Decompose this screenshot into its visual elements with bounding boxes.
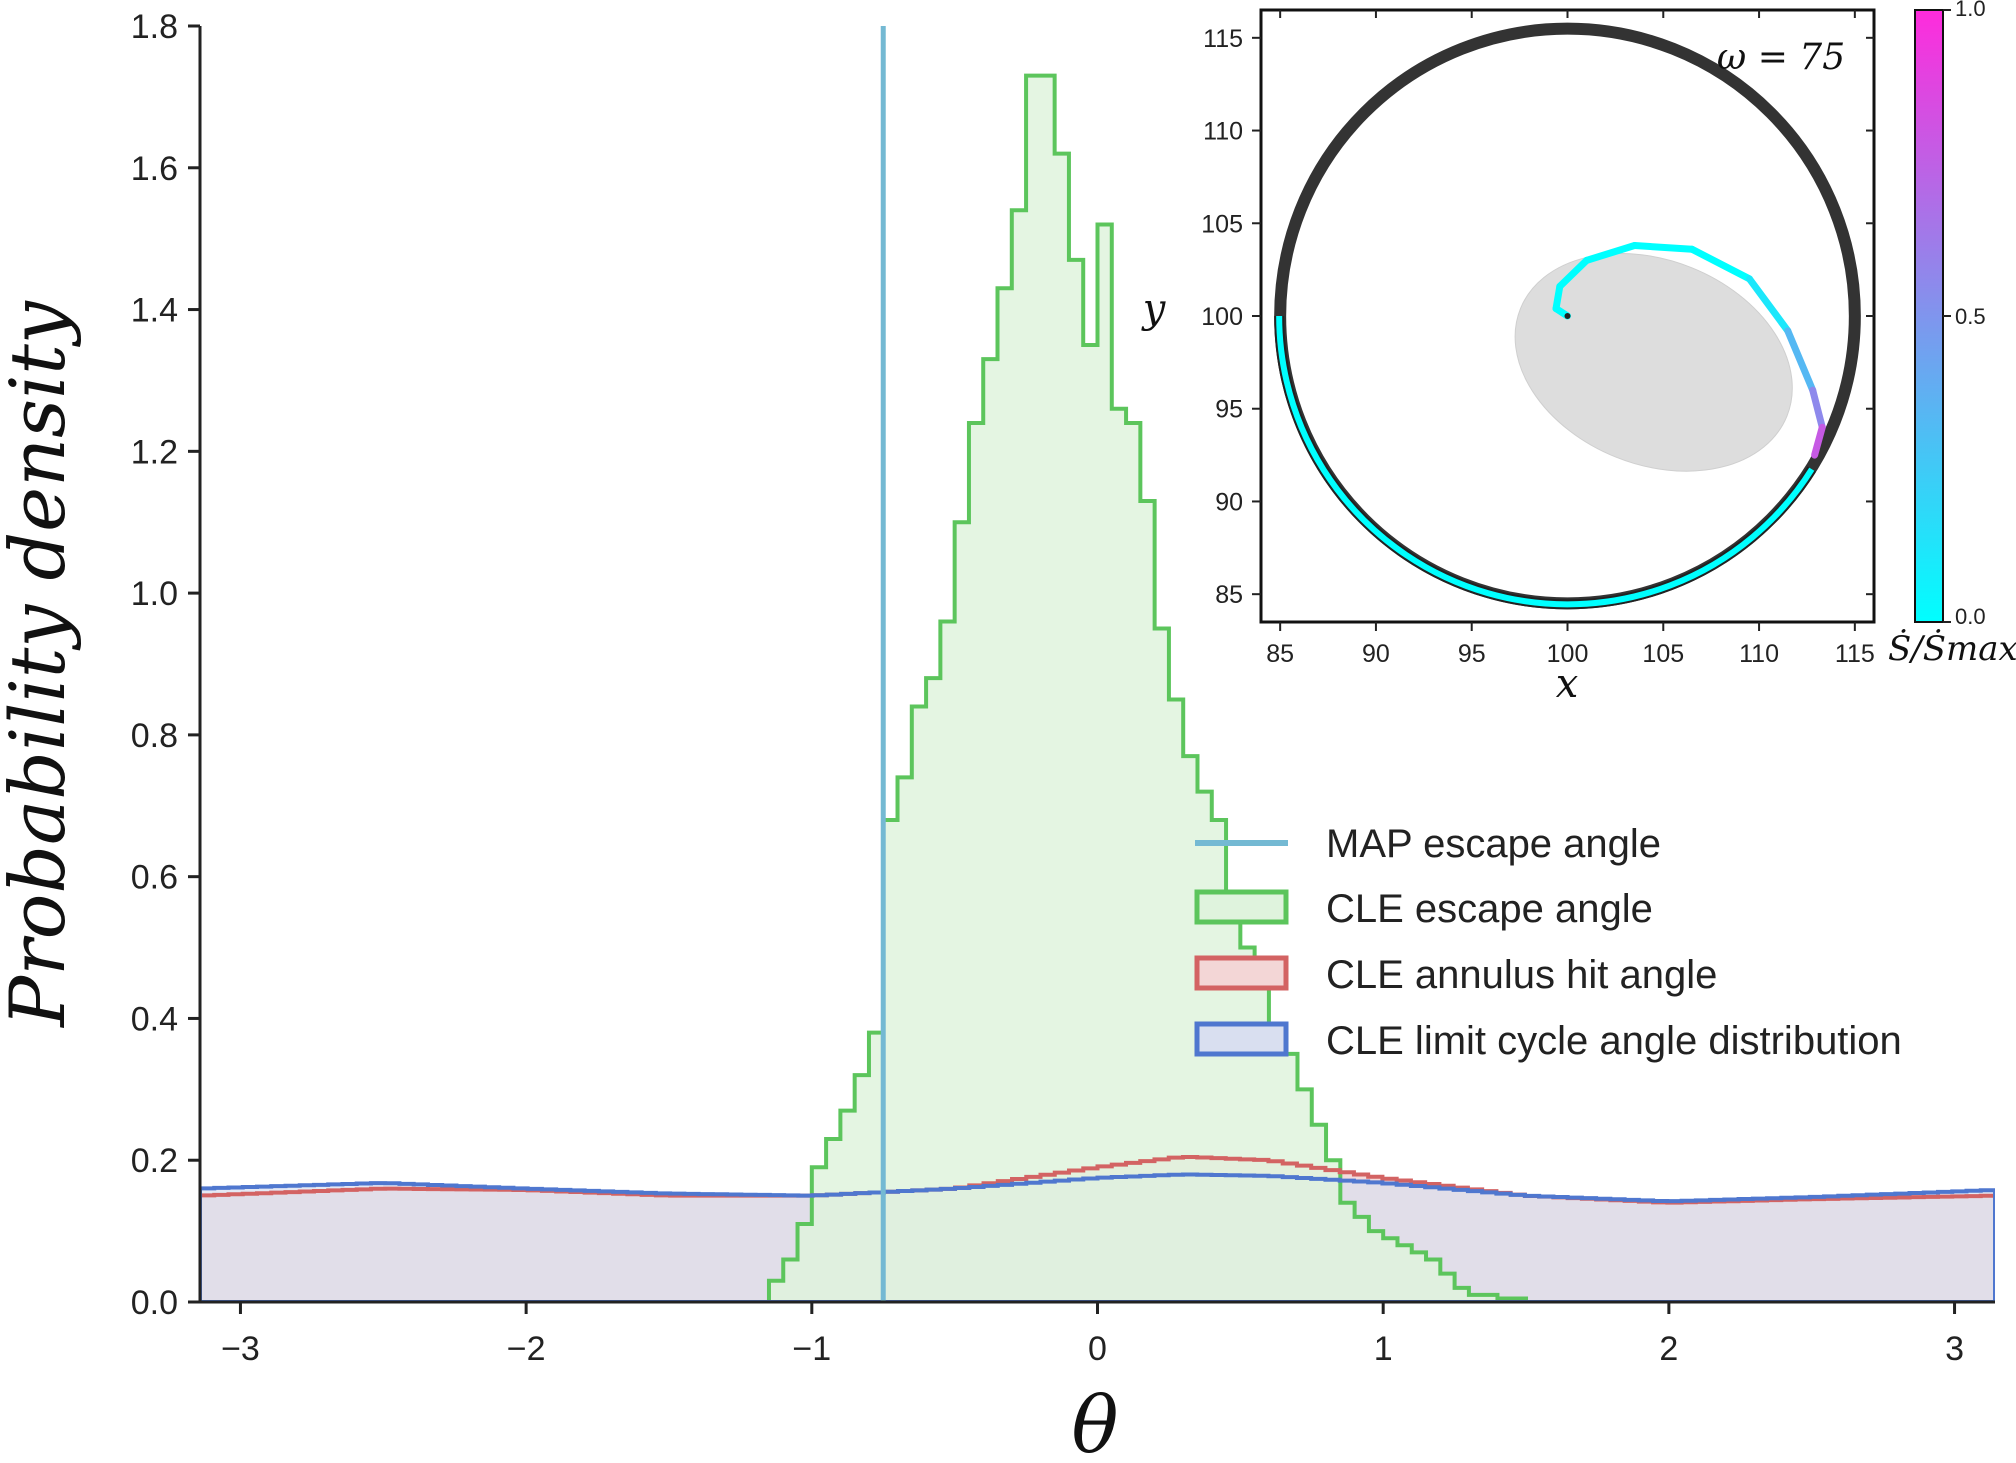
inset-phase-plot: 85 90 95 100 105 110 115 85 90 95 100 105 110 115 ω =… [1141, 0, 2016, 707]
x-tick-label: 2 [1659, 1330, 1678, 1368]
inset-y-axis-label: y [1141, 286, 1167, 332]
x-tick-label: 1 [1374, 1330, 1393, 1368]
escape-path-segment [1784, 327, 1817, 394]
main-plot-area [200, 26, 1995, 1302]
x-tick-label: −2 [507, 1330, 546, 1368]
y-tick-label: 1.6 [131, 150, 178, 188]
inset-x-axis-label: x [1556, 661, 1579, 707]
colorbar [1914, 9, 1944, 623]
limit-cycle-outline [200, 1172, 1995, 1302]
escape-path-segment [1552, 282, 1564, 313]
inset-y-tick-label: 110 [1203, 118, 1243, 146]
legend-swatch-cle-annulus-hit-angle [1194, 955, 1289, 991]
x-axis-label: θ [1072, 1381, 1119, 1463]
legend-label-map-escape-angle: MAP escape angle [1326, 822, 1661, 866]
main-histogram-chart: −3 −2 −1 0 1 2 3 0.0 0.2 0.4 0.6 0.8 1.0 1.2 1.4 1.6 1.8… [0, 8, 1995, 1463]
escape-path-segment [1688, 245, 1753, 283]
cyan-arc [1276, 315, 1815, 608]
y-tick-label: 1.0 [131, 575, 178, 613]
inset-x-tick-label: 105 [1642, 640, 1684, 668]
inset-y-tick-label: 95 [1215, 396, 1243, 424]
omega-annotation: ω = 75 [1717, 37, 1845, 78]
colorbar-tick-label: 0.0 [1955, 604, 1986, 629]
colorbar-ticks: 0.0 0.5 1.0 [1943, 0, 1986, 629]
inset-x-tick-label: 95 [1458, 640, 1486, 668]
legend-label-cle-limit-cycle: CLE limit cycle angle distribution [1326, 1019, 1902, 1063]
inset-x-tick-label: 85 [1266, 640, 1294, 668]
legend-swatch-cle-limit-cycle [1194, 1021, 1289, 1057]
inset-y-tick-label: 100 [1201, 303, 1243, 331]
colorbar-tick-label: 1.0 [1955, 0, 1986, 21]
legend-label-cle-escape-angle: CLE escape angle [1326, 887, 1653, 931]
inset-plot-area [1274, 22, 1861, 610]
y-tick-label: 1.8 [131, 8, 178, 46]
y-tick-label: 1.2 [131, 433, 178, 471]
escape-path-segment [1631, 242, 1696, 253]
inset-y-tick-label: 90 [1215, 488, 1243, 516]
main-ticks: −3 −2 −1 0 1 2 3 0.0 0.2 0.4 0.6 0.8 1.0 1.2 1.4 1.6 1.8 [131, 8, 1964, 1368]
inset-x-tick-label: 90 [1362, 640, 1390, 668]
y-tick-label: 0.2 [131, 1142, 178, 1180]
escape-path-segment [1745, 275, 1792, 335]
legend-swatch-cle-escape-angle [1194, 889, 1289, 925]
inset-x-tick-label: 110 [1739, 640, 1779, 668]
colorbar-label: Ṡ/Ṡmax [1888, 628, 2016, 669]
y-tick-label: 0.4 [131, 1000, 178, 1038]
x-tick-label: −1 [792, 1330, 831, 1368]
y-tick-label: 0.0 [131, 1284, 178, 1322]
legend: MAP escape angle CLE escape angle CLE an… [1194, 822, 1902, 1063]
inset-x-tick-label: 115 [1835, 640, 1875, 668]
escape-path-segment [1809, 386, 1826, 431]
x-tick-label: 3 [1945, 1330, 1964, 1368]
inset-ticks: 85 90 95 100 105 110 115 85 90 95 100 105 110 115 [1201, 10, 1875, 668]
inset-y-tick-label: 85 [1215, 581, 1243, 609]
x-tick-label: −3 [221, 1330, 260, 1368]
y-tick-label: 0.8 [131, 717, 178, 755]
y-tick-label: 1.4 [131, 292, 178, 330]
x-tick-label: 0 [1088, 1330, 1107, 1368]
inset-y-tick-label: 115 [1203, 25, 1243, 53]
inset-y-tick-label: 105 [1201, 210, 1243, 238]
colorbar-tick-label: 0.5 [1955, 304, 1986, 329]
escape-angle-histogram [766, 73, 1529, 1302]
escape-path-segment [1811, 423, 1826, 459]
escape-path-segment [1583, 242, 1639, 264]
legend-label-cle-annulus-hit-angle: CLE annulus hit angle [1326, 953, 1717, 997]
y-tick-label: 0.6 [131, 859, 178, 897]
escape-path-segment [1556, 256, 1591, 290]
inset-x-tick-label: 100 [1547, 640, 1589, 668]
fixed-point-marker [1564, 313, 1571, 319]
y-axis-label: Probability density [0, 300, 82, 1029]
basin-region [1514, 253, 1793, 472]
